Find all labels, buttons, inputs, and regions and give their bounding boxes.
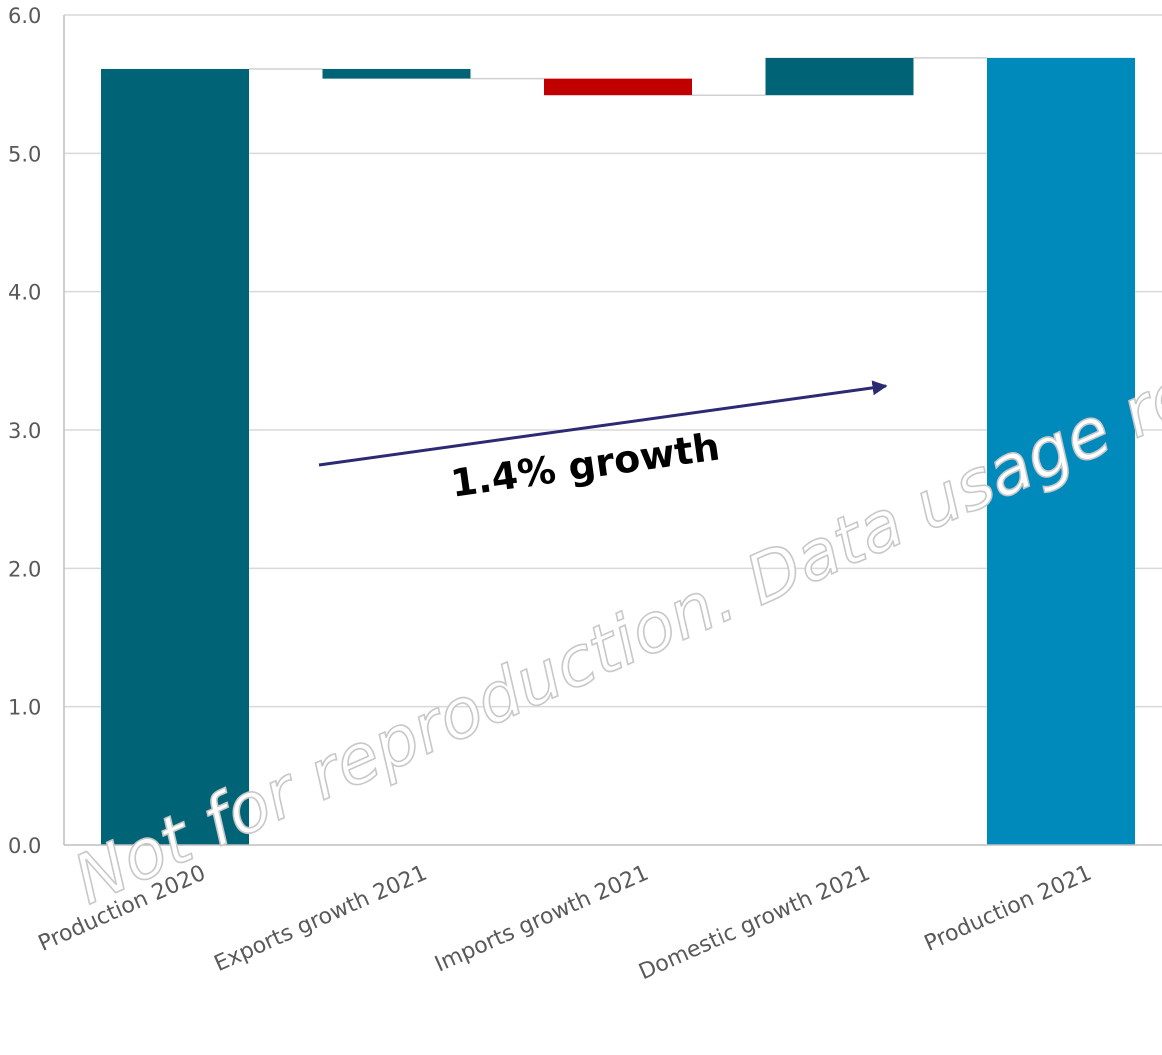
y-tick-label: 5.0 bbox=[8, 142, 41, 166]
category-label: Production 2021 bbox=[921, 861, 1096, 957]
growth-arrow bbox=[318, 380, 888, 467]
bar-imports-growth-2021 bbox=[544, 78, 692, 96]
y-tick-label: 6.0 bbox=[8, 4, 41, 28]
category-label: Imports growth 2021 bbox=[431, 861, 652, 978]
connector-lines bbox=[249, 57, 987, 96]
bar-domestic-growth-2021 bbox=[765, 57, 914, 96]
growth-annotation: 1.4% growth bbox=[318, 380, 888, 506]
y-tick-label: 2.0 bbox=[8, 557, 41, 581]
y-tick-label: 3.0 bbox=[8, 419, 41, 443]
category-label: Exports growth 2021 bbox=[211, 861, 431, 977]
y-tick-label: 4.0 bbox=[8, 281, 41, 305]
y-tick-label: 1.0 bbox=[8, 696, 41, 720]
bar-exports-growth-2021 bbox=[322, 68, 471, 79]
category-label: Domestic growth 2021 bbox=[635, 861, 874, 986]
growth-label: 1.4% growth bbox=[448, 424, 722, 505]
bars bbox=[101, 57, 1135, 845]
category-labels: Production 2020 Exports growth 2021 Import… bbox=[35, 861, 1096, 986]
bar-production-2020 bbox=[101, 68, 249, 845]
bar-production-2021 bbox=[987, 57, 1135, 845]
y-tick-label: 0.0 bbox=[8, 834, 41, 858]
y-axis-tick-labels: 0.0 1.0 2.0 3.0 4.0 5.0 6.0 bbox=[8, 4, 41, 858]
